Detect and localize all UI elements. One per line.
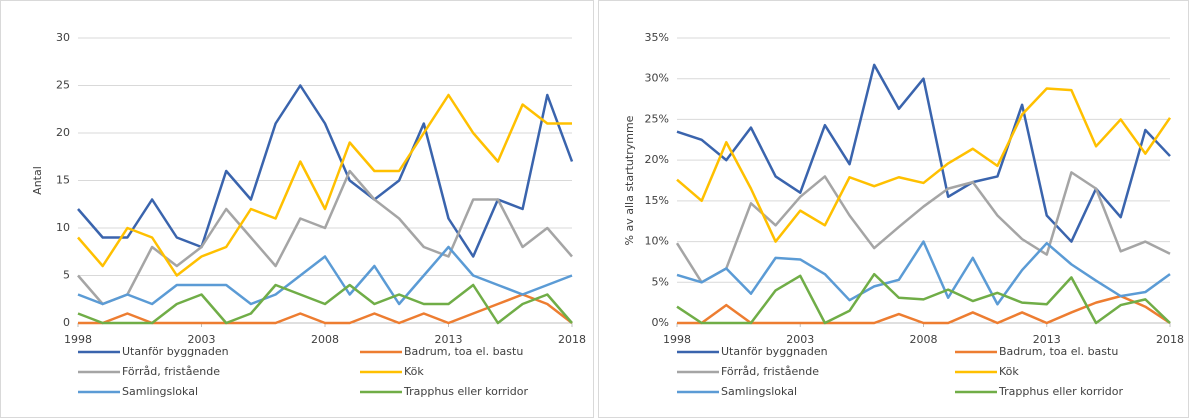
series-line: [77, 84, 574, 258]
x-tick-label: 2003: [188, 333, 216, 346]
y-tick-label: 35%: [645, 31, 669, 44]
series-line: [675, 171, 1171, 284]
series-line: [676, 272, 1171, 325]
x-tick-label: 2008: [311, 333, 339, 346]
x-tick-label: 2013: [1033, 333, 1061, 346]
panel-frame: [598, 0, 1189, 418]
legend-label: Utanför byggnaden: [721, 345, 828, 358]
series-line: [77, 245, 573, 306]
y-tick-label: 30: [56, 31, 70, 44]
y-axis-label: % av alla startutrymme: [623, 115, 636, 245]
legend-label: Kök: [404, 365, 424, 378]
series-line: [77, 169, 573, 306]
y-tick-label: 5%: [652, 275, 669, 288]
y-tick-label: 15: [56, 174, 70, 187]
y-tick-label: 20: [56, 126, 70, 139]
x-tick-label: 2018: [1156, 333, 1184, 346]
series-line: [77, 93, 572, 277]
y-tick-label: 0: [63, 316, 70, 329]
legend-label: Badrum, toa el. bastu: [404, 345, 523, 358]
y-tick-label: 25%: [645, 112, 669, 125]
legend-label: Kök: [999, 365, 1019, 378]
legend-label: Trapphus eller korridor: [403, 385, 528, 398]
y-tick-label: 10: [56, 221, 70, 234]
y-tick-label: 0%: [652, 316, 669, 329]
series-line: [77, 283, 573, 325]
legend-label: Samlingslokal: [122, 385, 198, 398]
legend-label: Förråd, fristående: [122, 365, 220, 378]
legend-label: Förråd, fristående: [721, 365, 819, 378]
x-tick-label: 2003: [786, 333, 814, 346]
x-tick-label: 2018: [558, 333, 586, 346]
series-line: [676, 87, 1172, 243]
y-tick-label: 20%: [645, 153, 669, 166]
legend-label: Badrum, toa el. bastu: [999, 345, 1118, 358]
x-tick-label: 1998: [663, 333, 691, 346]
legend-label: Utanför byggnaden: [122, 345, 229, 358]
y-tick-label: 5: [63, 269, 70, 282]
y-tick-label: 15%: [645, 194, 669, 207]
x-tick-label: 2013: [435, 333, 463, 346]
y-tick-label: 25: [56, 79, 70, 92]
legend-label: Trapphus eller korridor: [998, 385, 1123, 398]
y-tick-label: 30%: [645, 72, 669, 85]
x-tick-label: 2008: [910, 333, 938, 346]
series-line: [676, 63, 1171, 243]
legend-label: Samlingslokal: [721, 385, 797, 398]
x-tick-label: 1998: [64, 333, 92, 346]
series-line: [78, 293, 573, 325]
series-line: [676, 240, 1171, 306]
y-axis-label: Antal: [31, 166, 44, 195]
y-tick-label: 10%: [645, 235, 669, 248]
